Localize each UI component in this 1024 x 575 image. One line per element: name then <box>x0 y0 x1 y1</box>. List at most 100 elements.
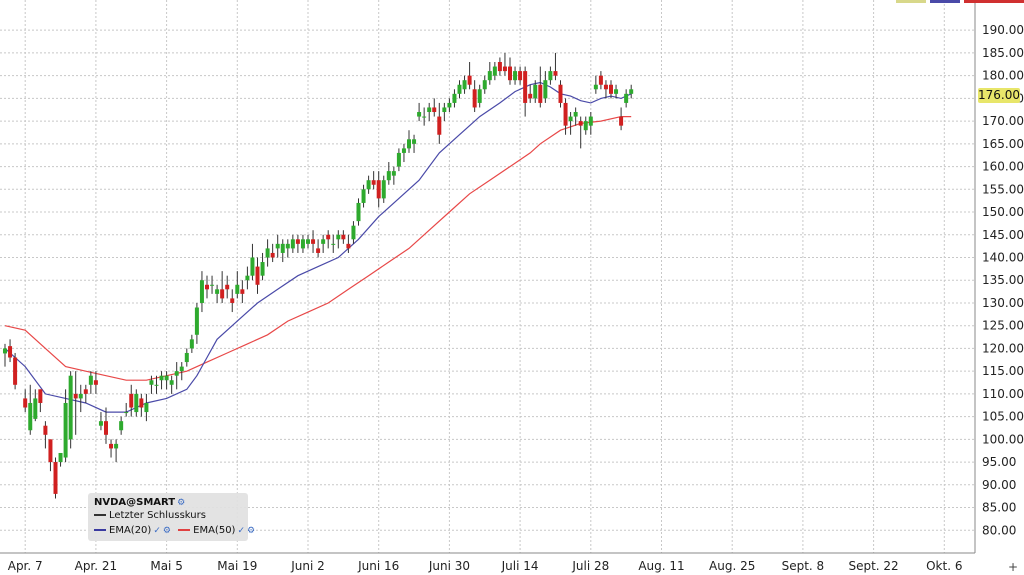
top-indicator-yellow <box>896 0 926 3</box>
candle-body <box>593 84 598 90</box>
candle-body <box>295 239 300 244</box>
candle-body <box>98 421 103 426</box>
candle-body <box>371 180 376 185</box>
candle-body <box>467 75 472 85</box>
candle-body <box>457 84 462 94</box>
y-tick-label: 180.00 <box>982 69 1024 83</box>
gear-icon[interactable]: ⚙ <box>247 526 256 536</box>
candle-body <box>497 62 502 72</box>
candle-body <box>492 66 497 76</box>
candle-body <box>164 375 169 381</box>
candle-body <box>356 202 361 222</box>
candle-body <box>93 380 98 385</box>
check-icon[interactable]: ✓ <box>153 526 161 536</box>
ema20-line-layer <box>4 81 632 413</box>
candle-body <box>124 412 129 414</box>
candle-body <box>149 380 154 385</box>
candle-body <box>300 239 305 249</box>
candle-body <box>573 112 578 117</box>
candle-body <box>230 298 235 303</box>
ema20-swatch <box>94 529 106 531</box>
candle-body <box>13 357 18 385</box>
candle-body <box>48 439 53 463</box>
candle-body <box>159 375 164 381</box>
x-tick-label: Sept. 22 <box>848 559 898 573</box>
y-tick-label: 170.00 <box>982 114 1024 128</box>
candle-body <box>290 239 295 249</box>
candle-body <box>341 234 346 240</box>
candle-body <box>270 252 275 258</box>
candle-body <box>43 425 48 435</box>
candle-body <box>396 152 401 167</box>
candle-body <box>331 243 336 245</box>
candle-body <box>482 80 487 90</box>
y-tick-label: 165.00 <box>982 137 1024 151</box>
plus-icon[interactable]: + <box>1008 560 1019 574</box>
legend-item-ema50[interactable]: EMA(50) <box>193 525 236 536</box>
x-tick-label: Mai 5 <box>150 559 183 573</box>
candle-body <box>528 93 533 99</box>
candle-body <box>568 116 573 122</box>
gear-icon[interactable]: ⚙ <box>162 526 171 536</box>
candle-body <box>588 116 593 126</box>
candle-body <box>275 243 280 249</box>
candle-body <box>477 89 482 103</box>
y-tick-label: 185.00 <box>982 46 1024 60</box>
y-tick-label: 160.00 <box>982 160 1024 174</box>
y-tick-label: 150.00 <box>982 205 1024 219</box>
candle-body <box>154 384 159 386</box>
candle-body <box>391 171 396 176</box>
candle-body <box>583 121 588 131</box>
candle-body <box>452 93 457 103</box>
x-tick-label: Juni 2 <box>290 559 325 573</box>
y-tick-label: 80.00 <box>982 523 1016 537</box>
candle-body <box>326 234 331 240</box>
candlestick-layer <box>3 52 634 499</box>
candle-body <box>422 116 427 118</box>
candle-body <box>280 243 285 253</box>
candle-body <box>462 80 467 90</box>
candle-body <box>78 393 83 399</box>
candle-body <box>366 180 371 190</box>
x-axis: Apr. 7 Apr. 21 Mai 5 Mai 19 Juni 2 Juni 16 Jun… <box>0 552 975 573</box>
y-tick-label: 95.00 <box>982 455 1016 469</box>
candle-body <box>316 248 321 253</box>
candle-body <box>245 275 250 281</box>
candle-body <box>109 443 114 449</box>
candle-body <box>381 180 386 199</box>
candle-body <box>265 248 270 258</box>
x-tick-label: Okt. 6 <box>926 559 962 573</box>
candle-body <box>548 71 553 81</box>
x-tick-label: Sept. 8 <box>782 559 825 573</box>
candle-body <box>386 171 391 181</box>
y-tick-label: 105.00 <box>982 410 1024 424</box>
candle-body <box>513 71 518 81</box>
candle-body <box>68 375 73 440</box>
candle-body <box>88 375 93 385</box>
candle-body <box>220 289 225 299</box>
candle-body <box>508 66 512 81</box>
candle-body <box>518 71 523 81</box>
x-tick-label: Apr. 7 <box>8 559 43 573</box>
ema50-swatch <box>178 529 191 531</box>
grid <box>0 0 975 553</box>
candle-body <box>629 89 634 94</box>
candle-body <box>609 84 613 94</box>
candle-body <box>28 402 33 431</box>
candle-body <box>346 243 351 249</box>
candle-body <box>114 443 119 449</box>
legend-item-ema20[interactable]: EMA(20) <box>109 525 152 536</box>
gear-icon[interactable]: ⚙ <box>177 498 186 508</box>
candle-body <box>311 239 316 244</box>
candle-body <box>83 389 88 394</box>
chart-legend[interactable]: NVDA@SMART ⚙ Letzter Schlusskurs EMA(20) ✓… <box>88 493 255 541</box>
legend-title: NVDA@SMART ⚙ <box>94 497 185 508</box>
y-tick-label: 135.00 <box>982 273 1024 287</box>
dashed-line-swatch <box>94 514 106 516</box>
candle-body <box>401 148 406 153</box>
y-tick-label: 100.00 <box>982 432 1024 446</box>
candle-body <box>58 452 63 463</box>
candle-body <box>23 398 28 408</box>
check-icon[interactable]: ✓ <box>237 526 246 536</box>
